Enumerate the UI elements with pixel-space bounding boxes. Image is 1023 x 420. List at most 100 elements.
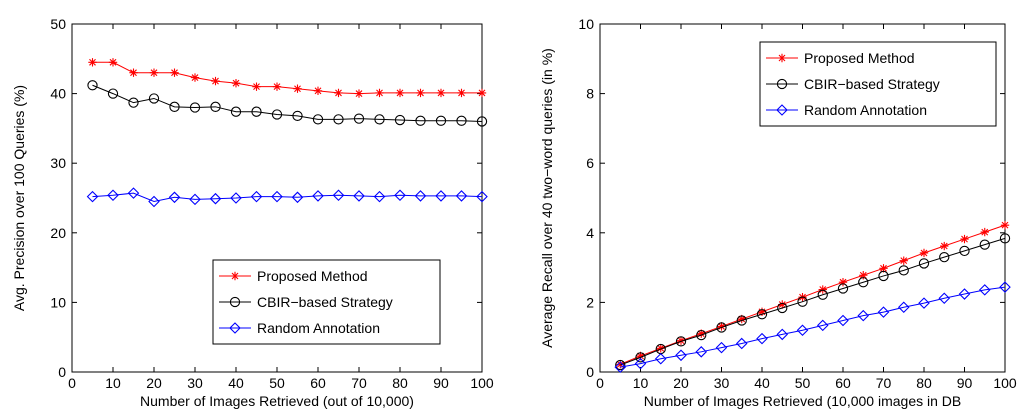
data-point	[919, 248, 929, 258]
x-tick-label: 10	[105, 375, 121, 391]
data-point	[797, 296, 808, 307]
data-point	[211, 76, 220, 86]
data-point	[394, 189, 406, 201]
legend-label: Random Annotation	[804, 102, 927, 118]
x-tick-label: 10	[633, 375, 649, 391]
series-line	[620, 224, 1006, 365]
data-point	[169, 101, 180, 112]
data-point	[395, 88, 405, 98]
data-point	[353, 113, 365, 124]
x-tick-label: 30	[714, 375, 730, 391]
data-point	[737, 314, 746, 324]
x-tick-label: 90	[957, 375, 973, 391]
data-point	[271, 190, 283, 203]
data-point	[170, 68, 179, 77]
data-point	[313, 86, 323, 96]
data-point	[999, 233, 1011, 244]
data-point	[107, 189, 119, 201]
data-point	[697, 329, 706, 338]
legend-item: Random Annotation	[219, 320, 380, 336]
data-point	[291, 191, 304, 204]
data-point	[879, 264, 888, 273]
data-point	[634, 357, 647, 370]
data-point	[940, 241, 949, 251]
legend-item: Random Annotation	[766, 102, 927, 118]
legend-label: Proposed Method	[257, 268, 368, 284]
series-0	[88, 58, 487, 98]
legend-item: CBIR−based Strategy	[219, 294, 393, 310]
y-tick-label: 10	[50, 294, 66, 310]
data-point	[353, 190, 365, 202]
x-tick-label: 80	[916, 375, 932, 391]
y-tick-label: 20	[50, 225, 66, 241]
series-line	[620, 237, 1006, 366]
x-tick-label: 40	[754, 375, 770, 391]
data-point	[190, 73, 200, 82]
legend-swatch-marker	[776, 104, 788, 116]
data-point	[675, 336, 687, 347]
series-line	[620, 286, 1006, 368]
data-point	[837, 283, 849, 294]
data-point	[778, 300, 787, 309]
data-point	[271, 109, 283, 120]
data-point	[756, 332, 768, 345]
legend-label: Random Annotation	[257, 320, 380, 336]
data-point	[837, 314, 849, 327]
y-axis-label: Avg. Precision over 100 Queries (%)	[11, 85, 27, 311]
data-point	[189, 102, 201, 113]
x-tick-label: 40	[228, 375, 244, 391]
data-point	[614, 361, 627, 373]
data-point	[129, 68, 138, 77]
data-point	[87, 80, 98, 91]
data-point	[334, 88, 343, 98]
data-point	[717, 322, 726, 331]
data-point	[615, 359, 626, 371]
data-point	[230, 106, 242, 117]
data-point	[838, 278, 848, 287]
data-point	[292, 110, 303, 122]
x-tick-label: 90	[433, 375, 449, 391]
legend-item: Proposed Method	[766, 50, 915, 66]
legend-item: CBIR−based Strategy	[766, 76, 940, 92]
legend-label: CBIR−based Strategy	[257, 294, 393, 310]
y-tick-label: 0	[586, 364, 594, 380]
data-point	[959, 245, 970, 257]
data-point	[148, 195, 160, 208]
data-point	[636, 351, 645, 361]
data-point	[918, 297, 930, 309]
x-tick-label: 60	[310, 375, 326, 391]
data-point	[898, 265, 909, 276]
data-point	[999, 281, 1011, 293]
data-point	[1000, 220, 1010, 230]
data-point	[695, 346, 708, 358]
data-point	[435, 190, 447, 202]
x-tick-label: 100	[470, 375, 494, 391]
data-point	[333, 114, 344, 125]
data-point	[796, 324, 809, 337]
series-1	[87, 80, 488, 127]
data-point	[373, 190, 386, 203]
y-tick-label: 2	[586, 294, 594, 310]
data-point	[978, 284, 991, 296]
data-point	[108, 58, 118, 67]
data-point	[148, 93, 160, 104]
data-point	[231, 78, 241, 88]
data-point	[918, 258, 930, 269]
data-point	[960, 234, 969, 244]
data-point	[332, 189, 345, 201]
data-point	[128, 97, 139, 108]
x-tick-label: 0	[68, 375, 76, 391]
x-axis-label: Number of Images Retrieved (out of 10,00…	[140, 393, 414, 409]
data-point	[817, 289, 828, 300]
data-point	[939, 252, 950, 263]
legend-swatch-marker	[229, 322, 241, 334]
y-tick-label: 0	[58, 364, 66, 380]
data-point	[435, 115, 447, 126]
y-tick-label: 30	[50, 155, 66, 171]
data-point	[436, 88, 446, 98]
data-point	[476, 116, 488, 127]
data-point	[635, 352, 646, 363]
y-tick-label: 8	[586, 86, 594, 102]
data-point	[958, 288, 971, 300]
data-point	[250, 190, 263, 203]
